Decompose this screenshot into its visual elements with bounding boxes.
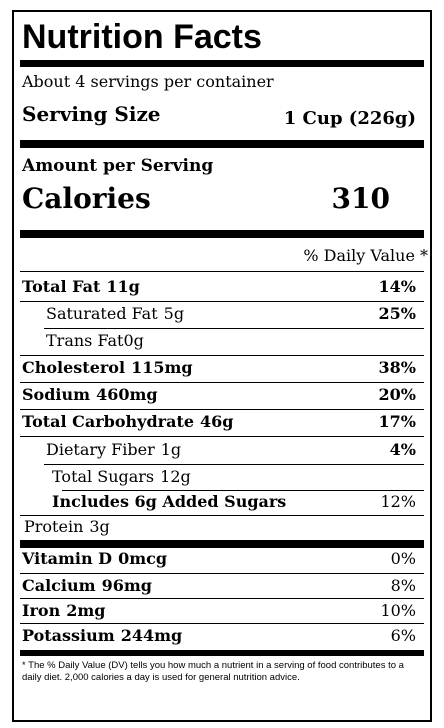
title: Nutrition Facts: [22, 18, 262, 56]
rule: [20, 623, 424, 624]
nutrient-row: Saturated Fat 5g 25%: [46, 301, 416, 327]
label: Sodium: [22, 385, 91, 404]
dv: 6%: [390, 626, 416, 645]
rule: [20, 598, 424, 599]
vitamin-row: Potassium 244mg 6%: [22, 623, 416, 649]
rule: [20, 540, 424, 548]
amount: 460mg: [96, 385, 158, 404]
rule: [20, 355, 424, 356]
label: Protein: [24, 517, 84, 536]
dv: 10%: [380, 601, 416, 620]
nutrition-label: Nutrition Facts About 4 servings per con…: [12, 10, 432, 722]
nutrient-row: Dietary Fiber 1g 4%: [46, 437, 416, 463]
label: Vitamin D: [22, 549, 113, 568]
dv: 8%: [390, 576, 416, 595]
calories-label: Calories: [22, 182, 151, 215]
serving-size-value: 1 Cup (226g): [283, 108, 416, 129]
amount: 3g: [89, 517, 110, 536]
label: Saturated Fat: [46, 304, 158, 323]
nutrient-row: Total Carbohydrate 46g 17%: [22, 409, 416, 435]
amount: 1g: [160, 440, 182, 459]
label: Trans Fat: [46, 331, 124, 350]
rule: [20, 409, 424, 410]
label: Iron: [22, 601, 61, 620]
vitamin-row: Iron 2mg 10%: [22, 598, 416, 624]
nutrient-row: Cholesterol 115mg 38%: [22, 355, 416, 381]
label: Cholesterol: [22, 358, 126, 377]
nutrient-row: Trans Fat0g: [46, 328, 416, 354]
label: Total Sugars: [52, 467, 155, 486]
vitamin-row: Calcium 96mg 8%: [22, 573, 416, 599]
amount: 2mg: [66, 601, 106, 620]
rule: [20, 573, 424, 574]
rule: [20, 140, 424, 148]
rule: [44, 328, 424, 329]
rule: [20, 436, 424, 437]
label: Total Fat: [22, 277, 101, 296]
rule: [20, 230, 424, 238]
servings: About 4 servings per container: [22, 72, 274, 91]
serving-size-label: Serving Size: [22, 102, 161, 126]
label: Calcium: [22, 576, 96, 595]
label: Dietary Fiber: [46, 440, 155, 459]
dv: 14%: [378, 277, 416, 296]
dv: 12%: [380, 492, 416, 511]
label: Includes 6g Added Sugars: [52, 492, 287, 511]
amount: 96mg: [101, 576, 152, 595]
amount: 11g: [106, 277, 140, 296]
dv: 20%: [378, 385, 416, 404]
amount: 115mg: [131, 358, 193, 377]
nutrient-row: Sodium 460mg 20%: [22, 382, 416, 408]
vitamin-row: Vitamin D 0mcg 0%: [22, 546, 416, 572]
dv: 25%: [378, 304, 416, 323]
rule: [20, 271, 424, 272]
nutrient-row: Includes 6g Added Sugars 12%: [52, 489, 416, 515]
rule: [20, 301, 424, 302]
dv: 4%: [389, 440, 416, 459]
amount: 46g: [200, 412, 234, 431]
daily-value-header: % Daily Value *: [303, 246, 428, 265]
dv: 38%: [378, 358, 416, 377]
amount: 0mcg: [118, 549, 168, 568]
nutrient-row: Total Fat 11g 14%: [22, 274, 416, 300]
amount: 0g: [123, 331, 144, 350]
dv: 0%: [390, 549, 416, 568]
label: Total Carbohydrate: [22, 412, 195, 431]
nutrient-row: Total Sugars 12g: [52, 464, 416, 490]
amount: 5g: [163, 304, 185, 323]
amount: 244mg: [120, 626, 183, 645]
amount: 12g: [160, 467, 191, 486]
rule: [44, 464, 424, 465]
rule: [20, 382, 424, 383]
amount-per-serving: Amount per Serving: [22, 156, 214, 176]
rule: [20, 650, 424, 656]
calories-value: 310: [331, 182, 390, 215]
footnote: * The % Daily Value (DV) tells you how m…: [22, 660, 404, 683]
dv: 17%: [378, 412, 416, 431]
nutrient-row: Protein 3g: [24, 514, 416, 540]
rule: [62, 490, 424, 491]
label: Potassium: [22, 626, 115, 645]
rule: [20, 515, 424, 516]
rule: [20, 60, 424, 67]
